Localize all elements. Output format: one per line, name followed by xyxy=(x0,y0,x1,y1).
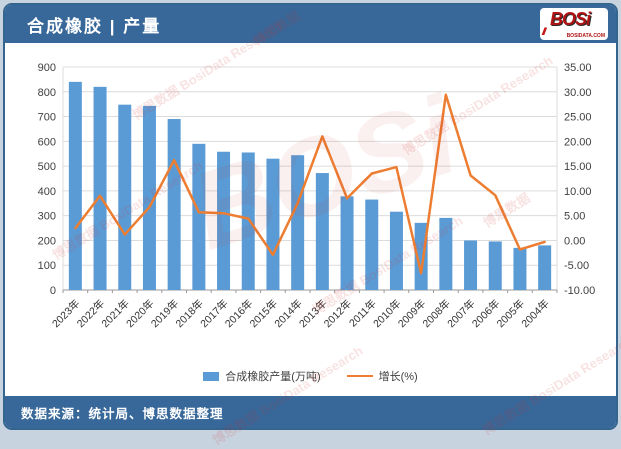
logo-wordmark: BOSi xyxy=(550,9,591,29)
production-bars xyxy=(68,81,552,291)
left-axis-tick: 0 xyxy=(50,285,56,297)
logo-domain: BOSIDATA.COM xyxy=(566,33,605,39)
line-swatch-icon xyxy=(346,375,373,377)
right-axis-tick: 10.00 xyxy=(564,186,592,198)
bar xyxy=(291,155,305,290)
bar xyxy=(315,173,329,290)
x-axis-labels: 2023年2022年2021年2020年2019年2018年2017年2016年… xyxy=(49,297,551,330)
bar xyxy=(93,86,107,290)
bar xyxy=(340,196,354,290)
right-axis-tick: 25.00 xyxy=(564,112,592,124)
bar xyxy=(513,247,527,290)
right-axis-tick: 30.00 xyxy=(564,87,592,99)
infographic-frame: 合成橡胶 | 产量 /// BOSi BOSIDATA.COM 900 800 70… xyxy=(3,3,618,430)
bar xyxy=(241,152,255,290)
combo-chart: 900 800 700 600 500 400 300 200 100 0 35.00 30.00 25… xyxy=(38,62,596,330)
left-axis-tick: 200 xyxy=(38,235,56,247)
bar xyxy=(439,217,453,290)
bar xyxy=(414,222,428,290)
right-axis-tick: -10.00 xyxy=(564,285,595,297)
legend-item-growth: 增长(%) xyxy=(346,368,418,384)
bar-swatch-icon xyxy=(203,371,220,381)
bar xyxy=(266,158,280,290)
right-axis-tick: -5.00 xyxy=(564,260,589,272)
page-title: 合成橡胶 | 产量 xyxy=(27,16,162,36)
gridlines xyxy=(62,66,558,291)
left-axis-tick: 600 xyxy=(38,136,56,148)
legend-label-growth: 增长(%) xyxy=(378,371,418,383)
bar xyxy=(365,199,379,290)
right-axis-tick: 35.00 xyxy=(564,62,592,74)
left-axis-tick: 100 xyxy=(38,260,56,272)
left-axis-tick: 400 xyxy=(38,186,56,198)
right-axis-tick: 20.00 xyxy=(564,136,592,148)
left-axis-tick: 700 xyxy=(38,112,56,124)
right-axis-tick: 0.00 xyxy=(564,235,585,247)
bar xyxy=(538,245,552,290)
bar xyxy=(389,211,403,290)
bar xyxy=(142,105,156,290)
bar xyxy=(464,240,478,290)
legend-label-production: 合成橡胶产量(万吨) xyxy=(225,371,321,383)
x-axis-ticks xyxy=(62,290,558,293)
logo-hatch-icon: /// xyxy=(542,27,547,38)
bar xyxy=(68,81,82,290)
left-axis-tick: 900 xyxy=(38,62,56,74)
x-axis-label: 2004年 xyxy=(519,297,552,330)
right-axis-tick: 15.00 xyxy=(564,161,592,173)
data-source-note: 数据来源：统计局、博思数据整理 xyxy=(21,406,224,421)
left-axis-tick: 800 xyxy=(38,87,56,99)
bosi-logo: /// BOSi BOSIDATA.COM xyxy=(540,8,608,40)
left-axis-tick: 300 xyxy=(38,211,56,223)
footer-bar: 数据来源：统计局、博思数据整理 xyxy=(5,396,616,428)
bar xyxy=(192,143,206,290)
axis-labels: 900 800 700 600 500 400 300 200 100 0 35.00 30.00 25… xyxy=(38,62,596,297)
chart-area: 900 800 700 600 500 400 300 200 100 0 35.00 30.00 25… xyxy=(5,43,616,365)
header-bar: 合成橡胶 | 产量 /// BOSi BOSIDATA.COM xyxy=(5,5,616,43)
chart-legend: 合成橡胶产量(万吨) 增长(%) xyxy=(5,365,616,387)
bar xyxy=(167,119,181,291)
bar xyxy=(488,241,502,290)
growth-line xyxy=(74,93,546,275)
legend-item-production: 合成橡胶产量(万吨) xyxy=(203,368,321,384)
bar xyxy=(217,151,231,290)
right-axis-tick: 5.00 xyxy=(564,211,585,223)
x-axis-label: 2012年 xyxy=(321,297,354,330)
bar xyxy=(118,104,132,290)
left-axis-tick: 500 xyxy=(38,161,56,173)
